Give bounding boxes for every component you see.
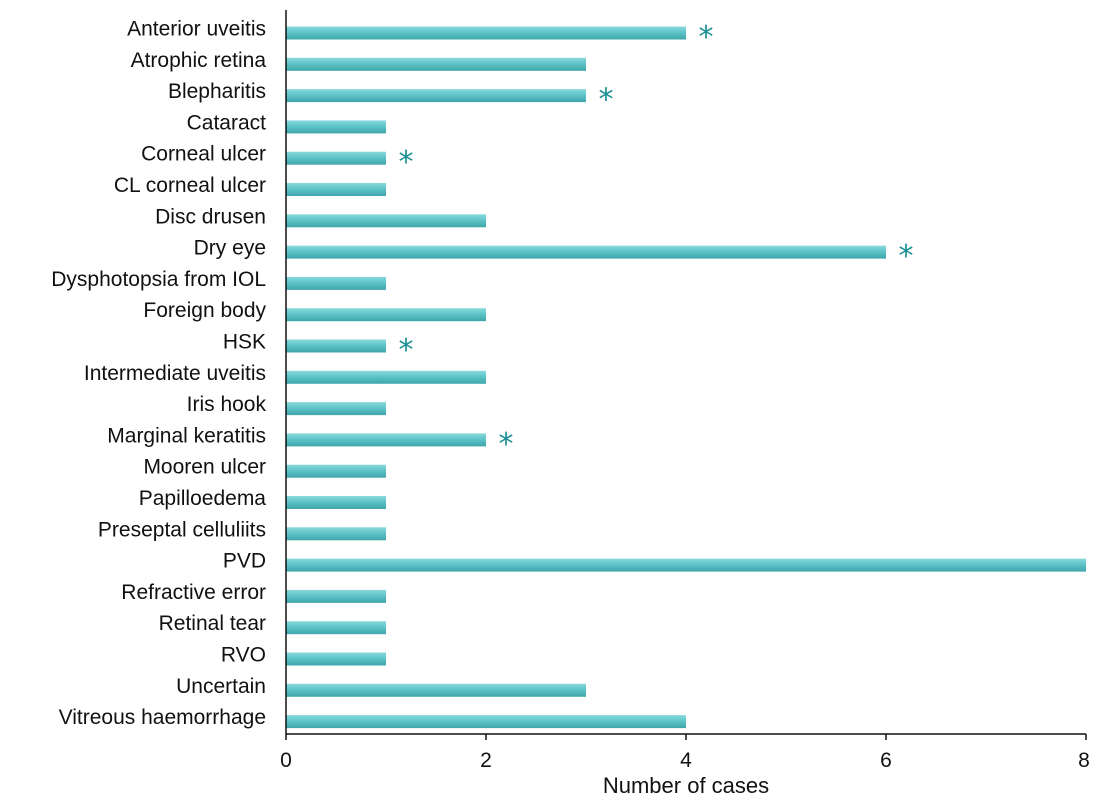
category-label: HSK [223, 331, 266, 354]
bar [286, 589, 386, 603]
category-label: Cataract [187, 111, 267, 134]
significance-star: * [499, 427, 514, 462]
bar [286, 496, 386, 509]
category-label: Iris hook [187, 393, 267, 416]
category-labels: Anterior uveitis Atrophic retina Blepharit… [51, 18, 266, 730]
bar [286, 527, 386, 541]
category-label: Dry eye [194, 237, 266, 260]
bar [286, 652, 386, 666]
category-label: Anterior uveitis [127, 18, 266, 41]
bar [286, 621, 386, 635]
significance-star: * [399, 333, 414, 368]
x-tick-label: 6 [880, 749, 892, 772]
category-label: Blepharitis [168, 80, 266, 103]
bar [286, 683, 586, 697]
significance-star: * [399, 145, 414, 180]
bars-group [286, 26, 1086, 729]
x-axis-title: Number of cases [603, 773, 769, 798]
category-label: PVD [223, 550, 266, 573]
category-label: Intermediate uveitis [84, 362, 266, 385]
category-label: Dysphotopsia from IOL [51, 268, 266, 291]
bar [286, 402, 386, 416]
category-label: Foreign body [143, 299, 266, 322]
category-label: Preseptal celluliits [98, 518, 266, 541]
category-label: Atrophic retina [131, 49, 267, 72]
bar [286, 558, 1086, 572]
bar [286, 89, 586, 103]
bar [286, 26, 686, 40]
category-label: Vitreous haemorrhage [59, 706, 266, 729]
significance-star: * [899, 239, 914, 274]
bar [286, 183, 386, 196]
category-label: Papilloedema [139, 487, 267, 510]
category-label: Retinal tear [159, 612, 266, 635]
significance-star: * [599, 83, 614, 118]
bar [286, 464, 386, 478]
x-tick-label: 0 [280, 749, 292, 772]
significance-star: * [699, 20, 714, 55]
bar [286, 370, 486, 384]
category-label: Disc drusen [155, 205, 266, 228]
category-label: Uncertain [176, 675, 266, 698]
x-tick-label: 2 [480, 749, 492, 772]
category-label: Marginal keratitis [107, 424, 266, 447]
category-label: CL corneal ulcer [114, 174, 266, 197]
category-label: Mooren ulcer [143, 456, 266, 479]
bar [286, 715, 686, 729]
bar [286, 339, 386, 353]
bar [286, 276, 386, 290]
bar [286, 151, 386, 165]
bar [286, 120, 386, 134]
stars-group: * * * * * * [399, 20, 914, 462]
x-tick-label: 4 [680, 749, 692, 772]
bar [286, 308, 486, 322]
category-label: Refractive error [121, 581, 266, 604]
x-axis: 0 2 4 6 8 [280, 733, 1090, 772]
category-label: Corneal ulcer [141, 143, 266, 166]
bar [286, 433, 486, 447]
category-label: RVO [221, 644, 266, 667]
bar [286, 214, 486, 228]
bar [286, 245, 886, 259]
x-tick-label: 8 [1078, 749, 1090, 772]
bar [286, 57, 586, 71]
